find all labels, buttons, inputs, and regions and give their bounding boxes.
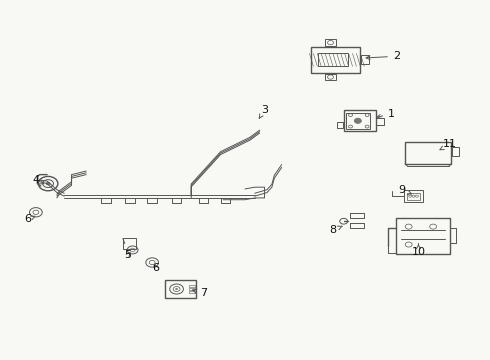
Bar — [396, 218, 450, 253]
Bar — [311, 47, 360, 73]
Text: 2: 2 — [366, 51, 400, 61]
Bar — [376, 118, 384, 126]
Text: 9: 9 — [398, 185, 412, 195]
Bar — [123, 238, 136, 249]
Text: 11: 11 — [440, 139, 457, 150]
Text: 10: 10 — [412, 244, 425, 257]
Bar — [337, 122, 343, 128]
Bar — [407, 193, 420, 199]
Text: 8: 8 — [329, 225, 342, 235]
Bar — [325, 74, 336, 80]
Bar — [404, 190, 423, 202]
Bar — [405, 142, 451, 164]
Bar — [189, 285, 195, 287]
Text: 6: 6 — [152, 263, 160, 273]
Bar — [318, 53, 347, 66]
Bar — [165, 280, 196, 298]
Text: 3: 3 — [259, 105, 268, 118]
Text: 4: 4 — [32, 175, 44, 185]
Text: 7: 7 — [193, 288, 207, 298]
Bar — [189, 288, 195, 290]
Bar — [346, 113, 370, 129]
Bar — [189, 291, 195, 293]
Bar — [452, 147, 459, 156]
Text: 6: 6 — [24, 215, 35, 224]
Circle shape — [354, 118, 361, 123]
Circle shape — [175, 288, 178, 290]
Text: 5: 5 — [124, 250, 131, 260]
Bar — [325, 40, 336, 46]
Bar — [361, 55, 368, 64]
Bar — [344, 111, 376, 131]
Text: 1: 1 — [377, 109, 395, 119]
Circle shape — [46, 182, 50, 185]
